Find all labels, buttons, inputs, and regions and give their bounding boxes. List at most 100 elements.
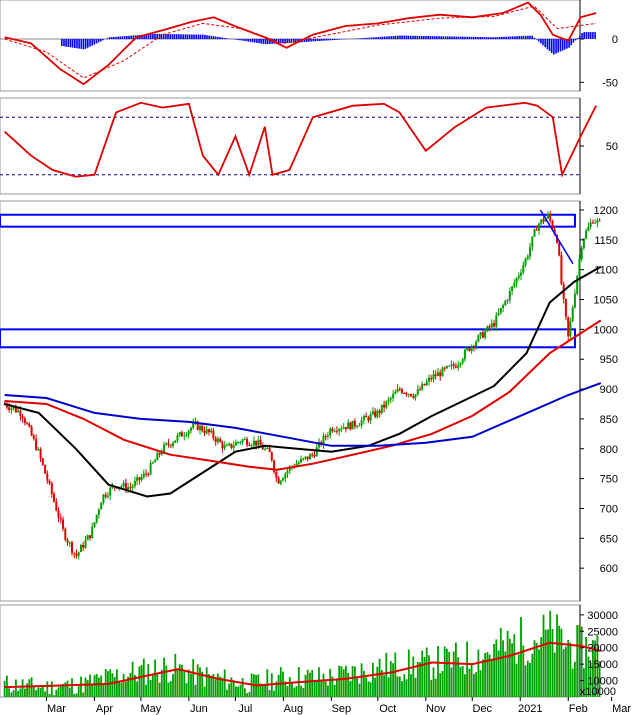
volume-bar (300, 685, 302, 697)
candle-body (484, 331, 487, 338)
macd-y-tick-label: 0 (612, 34, 618, 46)
candle-body (522, 265, 525, 273)
macd-histogram-bar (312, 39, 315, 42)
volume-bar (430, 679, 433, 697)
volume-bar (318, 667, 320, 697)
macd-histogram-bar (82, 39, 85, 50)
candle-body (365, 415, 368, 418)
candle-body (158, 453, 161, 455)
volume-bar (196, 664, 199, 697)
volume-bar (338, 665, 341, 697)
volume-bar (190, 673, 192, 697)
volume-bar (89, 674, 91, 697)
x-tick-label: Dec (472, 703, 492, 715)
candle-body (203, 430, 206, 434)
macd-histogram-bar (74, 39, 76, 48)
macd-histogram-bar (306, 39, 308, 42)
macd-histogram-bar (316, 39, 319, 42)
volume-bar (351, 666, 354, 697)
volume-bar (407, 649, 410, 697)
macd-histogram-bar (431, 36, 434, 39)
volume-bar (304, 674, 307, 697)
volume-bar (291, 682, 293, 697)
candle-body (28, 424, 31, 427)
x-tick-label: Oct (379, 703, 396, 715)
volume-bar (502, 640, 504, 697)
x-tick-label: Feb (569, 703, 588, 715)
volume-bar (239, 684, 242, 697)
macd-histogram-bar (358, 38, 360, 39)
candle-body (486, 326, 489, 332)
macd-histogram-bar (399, 35, 401, 39)
candle-body (142, 473, 145, 477)
volume-bar (329, 668, 332, 697)
candle-body (387, 399, 390, 402)
candle-body (124, 482, 127, 490)
macd-histogram-bar (95, 39, 98, 44)
macd-histogram-bar (401, 35, 403, 39)
volume-bar (598, 661, 601, 697)
candle-body (425, 381, 428, 386)
volume-bar (398, 676, 401, 697)
volume-bar (306, 669, 309, 697)
volume-bar (176, 669, 179, 697)
price-y-tick-label: 900 (600, 384, 618, 396)
macd-histogram-bar (108, 37, 111, 39)
volume-bar (360, 663, 363, 697)
x-tick-label: Apr (96, 703, 113, 715)
candle-body (97, 509, 100, 515)
candle-body (398, 388, 401, 390)
volume-bar (380, 670, 383, 697)
volume-bar (354, 666, 356, 697)
candle-body (57, 510, 60, 518)
volume-bar (167, 682, 170, 697)
volume-bar (48, 694, 51, 697)
candle-body (380, 404, 383, 413)
volume-bar (416, 661, 419, 697)
volume-bar (342, 669, 345, 697)
macd-histogram-bar (405, 35, 408, 39)
macd-histogram-bar (208, 35, 210, 39)
candle-body (109, 487, 112, 496)
volume-bar (134, 675, 136, 697)
candle-body (19, 410, 22, 416)
volume-bar (111, 673, 114, 697)
candle-body (68, 542, 71, 544)
volume-bar (470, 664, 473, 697)
candle-body (230, 443, 233, 448)
macd-histogram-bar (442, 36, 445, 39)
macd-histogram-bar (180, 34, 182, 39)
volume-bar (482, 659, 484, 697)
volume-bar (356, 676, 358, 697)
macd-histogram-bar (338, 39, 341, 40)
candle-body (324, 435, 327, 437)
volume-bar (412, 656, 415, 697)
candle-body (26, 422, 29, 425)
moving-average-3 (4, 382, 602, 447)
candle-body (378, 410, 381, 414)
candle-body (279, 480, 282, 484)
volume-bar (340, 666, 343, 697)
macd-histogram-bar (123, 36, 126, 39)
volume-bar (261, 684, 264, 697)
macd-histogram-bar (167, 34, 169, 39)
macd-histogram-bar (360, 38, 362, 39)
candle-body (335, 430, 338, 432)
macd-histogram-bar (394, 35, 397, 39)
macd-histogram-bar (488, 37, 490, 39)
volume-unit-label: x10000 (580, 686, 616, 698)
macd-histogram-bar (537, 39, 540, 42)
volume-bar (178, 664, 181, 697)
candle-body (553, 229, 556, 235)
candle-body (533, 229, 536, 237)
candle-body (499, 308, 502, 313)
volume-bar (448, 651, 451, 697)
candle-body (582, 238, 585, 248)
candle-body (131, 486, 134, 488)
volume-bar (522, 645, 525, 697)
volume-bar (163, 657, 165, 697)
x-tick-label: Jun (190, 703, 208, 715)
macd-histogram-bar (264, 39, 267, 45)
candle-body (277, 477, 280, 484)
volume-bar (486, 652, 489, 697)
